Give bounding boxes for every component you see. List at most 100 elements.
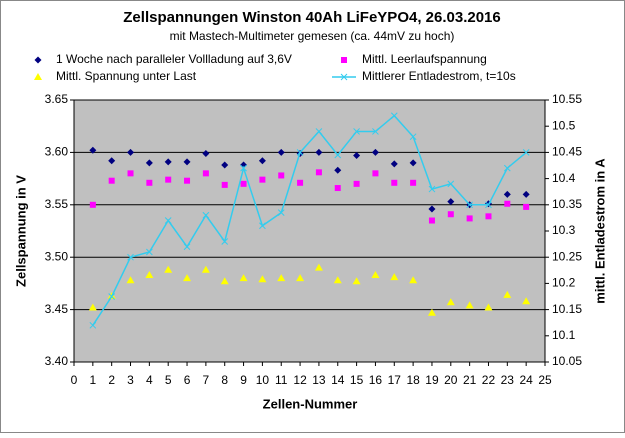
line-marker [240, 164, 247, 172]
x-tick-label: 25 [538, 373, 552, 387]
data-point [259, 176, 266, 183]
legend-swatch [34, 56, 42, 64]
line-marker [202, 211, 210, 219]
line-marker [428, 185, 436, 193]
line-marker [127, 253, 134, 261]
data-point [221, 181, 228, 188]
plot-area [73, 99, 546, 363]
chart-subtitle: mit Mastech-Multimeter gemesen (ca. 44mV… [170, 29, 455, 43]
x-tick-label: 14 [331, 373, 345, 387]
data-point [127, 148, 135, 156]
x-tick-label: 11 [275, 373, 288, 387]
data-point [523, 203, 530, 210]
y2-tick-label: 10.5 [552, 118, 576, 132]
legend-swatch [34, 73, 42, 80]
data-point [88, 303, 97, 311]
data-point [410, 179, 417, 186]
data-point [145, 271, 154, 279]
data-point [296, 274, 305, 282]
line-marker [183, 243, 191, 251]
y-tick-label: 3.65 [45, 92, 69, 106]
data-point [297, 179, 304, 186]
x-tick-label: 2 [108, 373, 115, 387]
y2-tick-label: 10.35 [552, 197, 582, 211]
data-point [220, 277, 229, 285]
data-point [258, 275, 267, 283]
data-point [352, 277, 361, 285]
data-point [221, 161, 229, 169]
data-point [353, 152, 361, 160]
y2-tick-label: 10.4 [552, 171, 576, 185]
data-point [484, 303, 493, 311]
line-marker [221, 238, 229, 245]
data-point [165, 176, 172, 183]
data-point [390, 273, 399, 281]
x-tick-label: 10 [256, 373, 270, 387]
x-tick-label: 17 [388, 373, 402, 387]
x-tick-label: 20 [444, 373, 458, 387]
data-point [447, 198, 455, 206]
y-tick-label: 3.55 [45, 197, 69, 211]
data-point [183, 158, 191, 166]
data-point [353, 180, 360, 187]
data-point [390, 160, 398, 168]
x-tick-label: 9 [240, 373, 247, 387]
x-tick-label: 6 [184, 373, 191, 387]
y-tick-label: 3.60 [45, 145, 69, 159]
data-point [184, 177, 191, 184]
y2-tick-label: 10.45 [552, 145, 582, 159]
x-tick-label: 1 [89, 373, 96, 387]
line-marker [466, 201, 473, 209]
y2-tick-label: 10.3 [552, 223, 576, 237]
data-point [277, 148, 285, 156]
x-tick-label: 23 [501, 373, 515, 387]
y-tick-label: 3.50 [45, 249, 69, 263]
data-point [164, 158, 172, 166]
line-marker [353, 128, 360, 135]
line-marker [89, 321, 97, 329]
x-tick-label: 19 [425, 373, 439, 387]
data-point [239, 274, 248, 282]
y-tick-label: 3.45 [45, 302, 69, 316]
data-point [126, 276, 135, 284]
x-tick-label: 21 [463, 373, 477, 387]
data-point [465, 301, 474, 309]
line-marker [390, 112, 398, 120]
data-point [334, 185, 341, 192]
data-point [202, 170, 209, 177]
data-point [391, 179, 398, 186]
line-marker [409, 133, 417, 141]
data-point [333, 276, 342, 284]
line-marker [146, 248, 153, 256]
data-point [314, 263, 323, 271]
chart-title: Zellspannungen Winston 40Ah LiFeYPO4, 26… [123, 9, 500, 26]
data-point [202, 149, 210, 157]
data-point [315, 148, 323, 156]
y2-tick-label: 10.55 [552, 92, 582, 106]
x-tick-label: 18 [406, 373, 420, 387]
data-point [258, 157, 266, 165]
x-tick-label: 16 [369, 373, 383, 387]
data-point [146, 179, 153, 186]
data-point [108, 177, 115, 184]
data-point [183, 274, 192, 282]
data-point [427, 308, 436, 316]
y2-tick-label: 10.25 [552, 249, 582, 263]
data-point [201, 265, 210, 273]
x-tick-label: 3 [127, 373, 134, 387]
line-marker [485, 201, 492, 209]
y-tick-label: 3.40 [45, 354, 69, 368]
data-point [334, 166, 342, 174]
data-point [277, 274, 286, 282]
legend-label: Mittlerer Entladestrom, t=10s [362, 69, 516, 83]
line-marker [108, 293, 116, 300]
x-tick-label: 24 [519, 373, 533, 387]
data-point [240, 180, 247, 187]
x-tick-label: 15 [350, 373, 364, 387]
data-point [485, 213, 492, 220]
data-point [428, 217, 435, 224]
data-point [371, 271, 380, 279]
x-tick-label: 12 [293, 373, 307, 387]
y2-tick-label: 10.05 [552, 354, 582, 368]
